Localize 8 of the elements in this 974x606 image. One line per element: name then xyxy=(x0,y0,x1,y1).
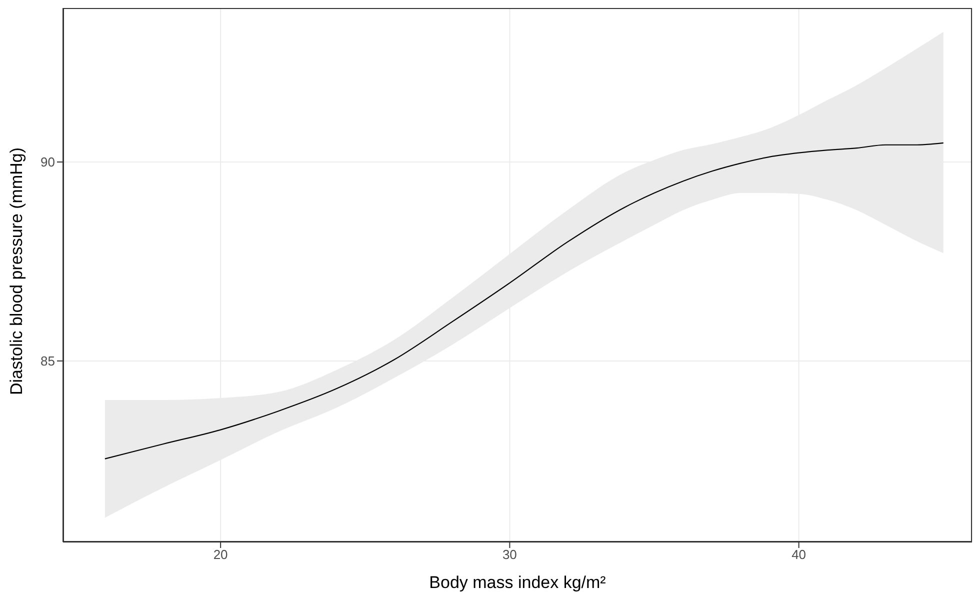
y-tick-label: 90 xyxy=(40,154,55,170)
line-series xyxy=(104,142,944,460)
x-tick-label: 30 xyxy=(502,547,517,562)
x-axis-title: Body mass index kg/m² xyxy=(429,573,606,592)
x-tick-label: 40 xyxy=(792,547,806,562)
y-tick-label: 85 xyxy=(40,354,55,369)
y-axis-title: Diastolic blood pressure (mmHg) xyxy=(7,147,26,395)
x-tick-label: 20 xyxy=(213,547,228,562)
